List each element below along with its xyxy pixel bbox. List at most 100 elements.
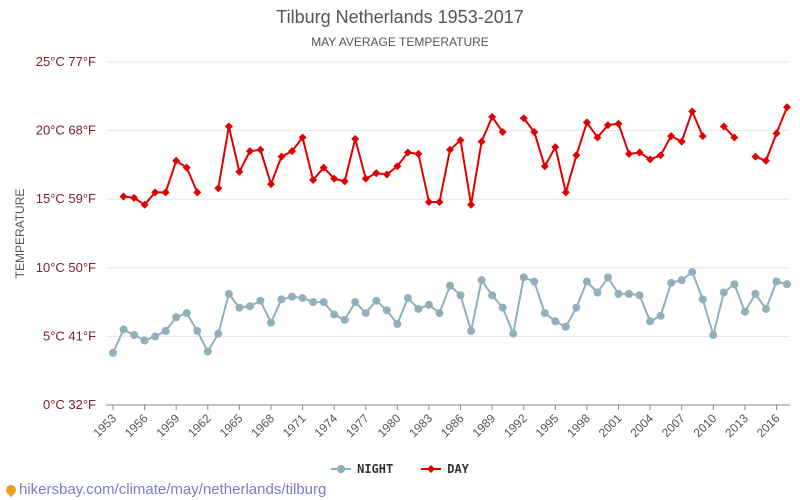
- y-tick-label: 10°C 50°F: [36, 260, 96, 275]
- night-point: [446, 281, 454, 290]
- day-point: [519, 114, 528, 123]
- day-point: [540, 162, 549, 171]
- y-axis-label: TEMPERATURE: [13, 189, 27, 279]
- x-tick-label: 1956: [122, 411, 151, 440]
- night-point: [382, 306, 391, 315]
- day-point: [498, 127, 507, 136]
- day-point: [751, 152, 760, 161]
- day-point: [182, 163, 191, 172]
- night-point: [625, 289, 634, 298]
- night-point: [698, 295, 707, 304]
- night-point: [783, 280, 791, 289]
- day-point: [193, 188, 202, 197]
- y-tick-label: 5°C 41°F: [43, 328, 96, 343]
- day-point: [172, 156, 181, 165]
- x-tick-label: 1989: [469, 411, 498, 440]
- x-tick-label: 1977: [343, 411, 372, 440]
- night-point: [235, 303, 244, 312]
- night-point: [424, 300, 433, 309]
- day-point: [130, 193, 139, 202]
- day-point: [530, 127, 539, 136]
- y-tick-label: 15°C 59°F: [36, 191, 96, 206]
- night-point: [688, 267, 697, 276]
- day-point: [330, 174, 339, 183]
- x-tick-label: 2001: [596, 411, 625, 440]
- night-point: [509, 329, 518, 338]
- night-point: [614, 289, 623, 298]
- night-point: [256, 296, 265, 305]
- night-point: [330, 310, 339, 319]
- night-point: [140, 336, 149, 345]
- x-tick-label: 2010: [691, 411, 720, 440]
- day-point: [593, 133, 602, 142]
- night-point: [772, 277, 781, 286]
- night-point: [340, 315, 349, 324]
- day-point: [635, 148, 644, 157]
- day-series-line: [217, 115, 504, 206]
- x-tick-label: 2016: [754, 411, 783, 440]
- night-point: [761, 304, 770, 313]
- legend-label-day: DAY: [447, 462, 469, 476]
- day-point: [214, 184, 223, 193]
- day-point: [677, 137, 686, 146]
- y-tick-label: 0°C 32°F: [43, 397, 96, 412]
- day-point: [667, 132, 676, 141]
- night-point: [603, 273, 612, 282]
- day-point: [266, 180, 275, 189]
- day-point: [161, 188, 170, 197]
- night-point: [561, 322, 570, 331]
- night-point: [245, 302, 254, 311]
- night-point: [540, 309, 549, 318]
- night-point: [224, 289, 233, 298]
- night-point: [467, 326, 476, 335]
- night-point: [298, 293, 307, 302]
- day-point: [698, 132, 707, 141]
- night-point: [266, 318, 275, 327]
- day-point: [582, 118, 591, 127]
- night-point: [109, 348, 117, 357]
- day-point: [761, 156, 770, 165]
- day-point: [288, 147, 297, 156]
- legend-item-night[interactable]: NIGHT: [331, 462, 393, 476]
- night-point: [214, 329, 223, 338]
- night-point: [277, 295, 286, 304]
- x-tick-label: 1965: [217, 411, 246, 440]
- day-point: [361, 174, 370, 183]
- day-point: [719, 122, 728, 131]
- night-point: [740, 307, 749, 316]
- day-point: [224, 122, 233, 131]
- day-point: [656, 151, 665, 160]
- x-tick-label: 2007: [659, 411, 688, 440]
- night-point: [635, 291, 644, 300]
- night-point: [582, 277, 591, 286]
- day-point: [603, 121, 612, 130]
- day-point: [235, 167, 244, 176]
- night-point: [751, 289, 760, 298]
- x-tick-label: 2004: [627, 411, 656, 440]
- source-link[interactable]: hikersbay.com/climate/may/netherlands/ti…: [3, 481, 326, 498]
- day-point: [372, 169, 381, 178]
- day-point: [277, 152, 286, 161]
- day-point: [403, 148, 412, 157]
- x-tick-label: 1980: [375, 411, 404, 440]
- day-point: [340, 177, 349, 186]
- night-point: [119, 325, 128, 334]
- location-pin-icon: [3, 482, 19, 497]
- x-tick-label: 1992: [501, 411, 530, 440]
- night-point: [551, 317, 560, 326]
- night-point: [393, 320, 402, 329]
- x-tick-label: 1998: [564, 411, 593, 440]
- night-point: [151, 332, 160, 341]
- night-point: [414, 304, 423, 313]
- day-point: [456, 136, 465, 145]
- night-point: [193, 326, 202, 335]
- day-point: [140, 200, 149, 209]
- day-point: [119, 192, 128, 201]
- x-tick-label: 1953: [90, 411, 119, 440]
- day-point: [551, 143, 560, 152]
- x-tick-label: 1968: [248, 411, 277, 440]
- legend-item-day[interactable]: DAY: [421, 462, 469, 476]
- legend-label-night: NIGHT: [357, 462, 394, 476]
- night-point: [130, 331, 139, 340]
- day-point: [256, 145, 265, 154]
